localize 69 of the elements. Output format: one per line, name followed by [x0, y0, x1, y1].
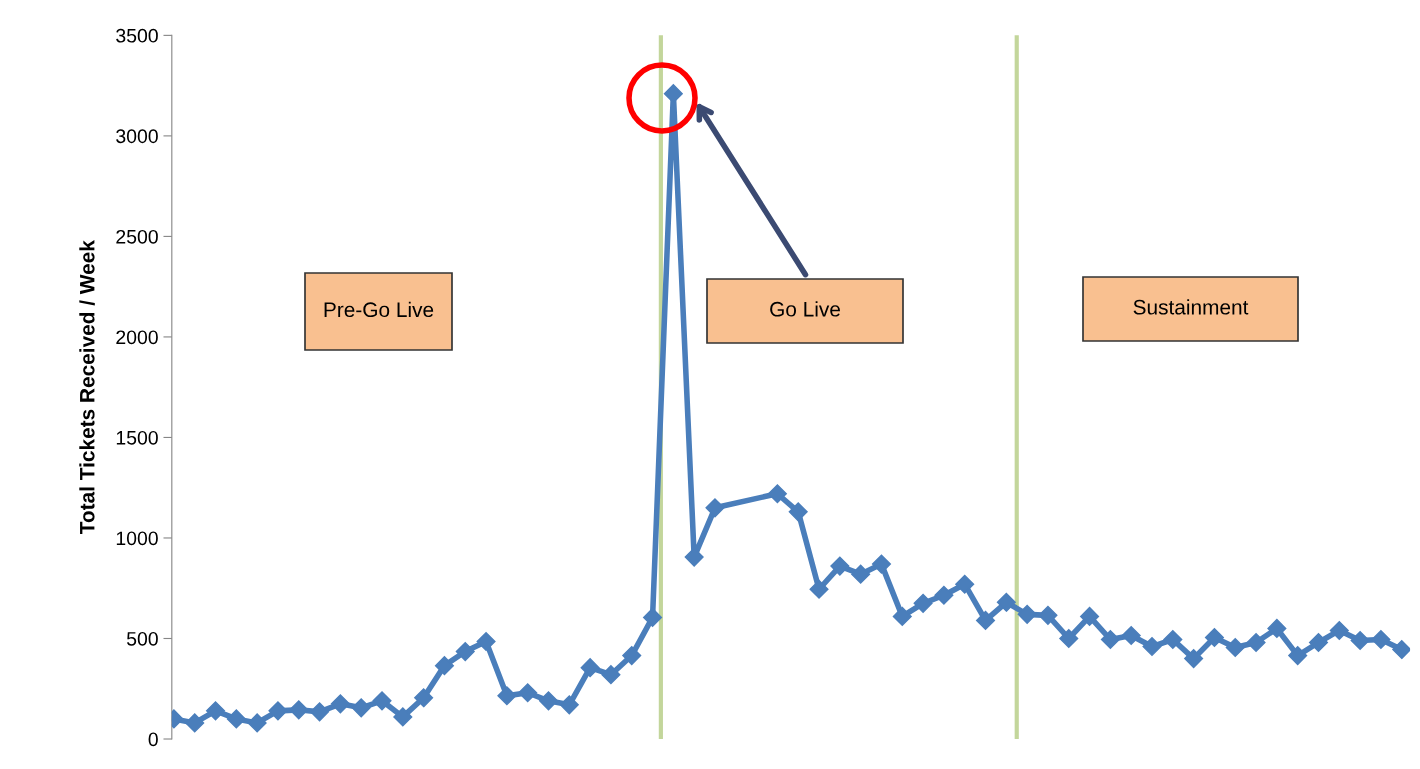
point [559, 695, 579, 715]
point [663, 84, 683, 104]
point [1017, 604, 1037, 624]
point [955, 574, 975, 594]
point [310, 702, 330, 722]
point [580, 658, 600, 678]
point [705, 498, 725, 518]
point [830, 556, 850, 576]
point [247, 713, 267, 733]
point [1184, 649, 1204, 669]
y-tick-label: 500 [126, 631, 158, 646]
point [289, 700, 309, 720]
point [455, 642, 475, 662]
point [871, 554, 892, 574]
point [1080, 606, 1100, 626]
point [622, 646, 642, 666]
point [1267, 618, 1287, 638]
y-tick-label: 0 [148, 732, 158, 747]
y-tick-label: 2500 [116, 229, 158, 244]
point [1204, 627, 1224, 648]
point [1038, 605, 1058, 625]
point [205, 701, 226, 721]
point [372, 691, 392, 711]
point [538, 691, 559, 711]
point [1392, 640, 1411, 660]
point [788, 502, 808, 522]
point [1059, 628, 1079, 649]
point [601, 665, 621, 685]
annotation: Pre-Go Live [324, 301, 434, 318]
y-tick-label: 1500 [116, 430, 158, 445]
point [809, 579, 829, 599]
point [767, 484, 787, 504]
point [185, 713, 205, 733]
point [1142, 636, 1162, 657]
y-tick-label: 3000 [116, 129, 158, 144]
point [996, 592, 1016, 612]
point [1371, 629, 1391, 650]
point [351, 698, 371, 718]
point [684, 547, 704, 567]
y-tick-label: 3500 [116, 28, 158, 43]
point [268, 701, 288, 721]
point [1121, 625, 1141, 646]
point [414, 688, 434, 708]
point [476, 631, 496, 652]
point [1350, 630, 1370, 651]
point [975, 610, 996, 630]
point [518, 683, 538, 703]
point [913, 593, 933, 613]
y-axis-title: Total Tickets Received / Week [79, 240, 95, 535]
point [1163, 629, 1183, 650]
point [497, 686, 517, 706]
point [330, 694, 350, 714]
point [1329, 620, 1349, 640]
point [1246, 632, 1266, 653]
point [643, 607, 663, 627]
point [393, 707, 413, 727]
point [1288, 646, 1308, 666]
point [1100, 629, 1120, 650]
point [226, 709, 246, 729]
point [434, 656, 454, 676]
y-tick-label: 1000 [116, 531, 158, 546]
point [934, 585, 954, 605]
point [892, 606, 912, 626]
point [1308, 632, 1329, 653]
point [1225, 638, 1245, 658]
point [851, 564, 871, 584]
annotation: Sustainment [1133, 299, 1249, 315]
y-tick-label: 2000 [116, 330, 158, 345]
annotation: Go Live [770, 301, 840, 317]
